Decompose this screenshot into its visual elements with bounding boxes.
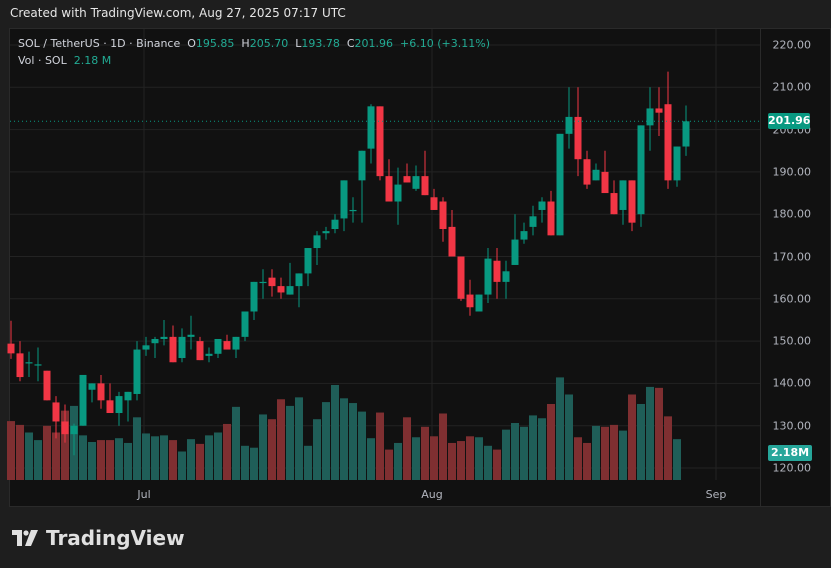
high-label: H (241, 37, 250, 50)
tradingview-logo-icon (12, 530, 38, 546)
volume-row: Vol · SOL 2.18 M (18, 52, 490, 69)
brand-name: TradingView (46, 526, 185, 550)
price-tick: 130.00 (772, 419, 812, 433)
last-price-tag: 201.96 (768, 113, 811, 130)
ohlc-row: SOL / TetherUS · 1D · Binance O195.85 H2… (18, 35, 490, 52)
price-tick: 160.00 (772, 292, 812, 306)
change-value: +6.10 (+3.11%) (400, 37, 490, 50)
open-value: 195.85 (195, 37, 235, 50)
volume-value: 2.18 M (73, 54, 112, 67)
price-tick: 190.00 (772, 165, 812, 179)
time-tick-sep: Sep (705, 488, 727, 501)
price-tick: 180.00 (772, 207, 812, 221)
chart-legend: SOL / TetherUS · 1D · Binance O195.85 H2… (18, 35, 490, 69)
time-tick-jul: Jul (137, 488, 151, 501)
close-value: 201.96 (354, 37, 394, 50)
close-label: C (346, 37, 355, 50)
price-tick: 140.00 (772, 376, 812, 390)
volume-tag: 2.18M (768, 445, 812, 461)
created-with-text: Created with TradingView.com, Aug 27, 20… (10, 6, 346, 20)
high-value: 205.70 (249, 37, 289, 50)
volume-label[interactable]: Vol · SOL (18, 54, 67, 67)
price-tick: 170.00 (772, 250, 812, 263)
price-tick: 220.00 (772, 38, 812, 52)
price-tick: 150.00 (772, 334, 812, 348)
price-axis[interactable]: 220.00 210.00 200.00 190.00 180.00 170.00 160.… (760, 28, 831, 507)
open-label: O (187, 37, 196, 50)
time-tick-aug: Aug (421, 488, 443, 501)
symbol-label[interactable]: SOL / TetherUS · 1D · Binance (18, 37, 181, 50)
tradingview-logo: TradingView (12, 526, 185, 550)
price-tick: 210.00 (772, 80, 812, 94)
low-label: L (295, 37, 302, 50)
low-value: 193.78 (301, 37, 340, 50)
price-tick: 120.00 (772, 461, 812, 475)
